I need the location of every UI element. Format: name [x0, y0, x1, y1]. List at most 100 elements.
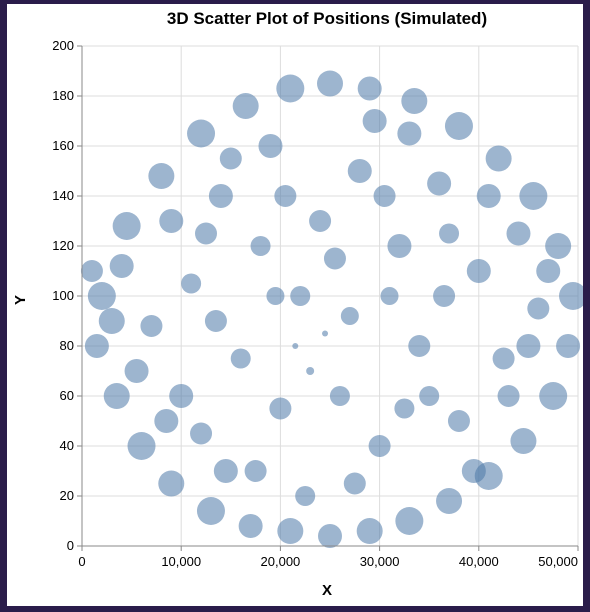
- scatter-point: [556, 334, 580, 358]
- scatter-point: [154, 409, 178, 433]
- scatter-point: [81, 260, 103, 282]
- y-tick-label: 100: [52, 288, 74, 303]
- scatter-point: [477, 184, 501, 208]
- scatter-point: [408, 335, 430, 357]
- scatter-point: [397, 122, 421, 146]
- scatter-point: [306, 367, 314, 375]
- scatter-point: [395, 507, 423, 535]
- x-tick-label: 0: [78, 554, 85, 569]
- y-tick-label: 20: [60, 488, 74, 503]
- scatter-point: [330, 386, 350, 406]
- scatter-point: [125, 359, 149, 383]
- scatter-point: [88, 282, 116, 310]
- x-tick-label: 40,000: [459, 554, 499, 569]
- y-tick-label: 0: [67, 538, 74, 553]
- x-tick-label: 30,000: [360, 554, 400, 569]
- scatter-point: [309, 210, 331, 232]
- scatter-point: [401, 88, 427, 114]
- x-tick-label: 10,000: [161, 554, 201, 569]
- scatter-point: [214, 459, 238, 483]
- scatter-point: [113, 212, 141, 240]
- y-tick-label: 80: [60, 338, 74, 353]
- scatter-point: [493, 348, 515, 370]
- scatter-chart: 3D Scatter Plot of Positions (Simulated)…: [7, 4, 583, 606]
- scatter-point: [195, 223, 217, 245]
- scatter-point: [510, 428, 536, 454]
- scatter-point: [539, 382, 567, 410]
- data-points: [81, 71, 583, 549]
- scatter-point: [357, 518, 383, 544]
- scatter-point: [419, 386, 439, 406]
- scatter-point: [266, 287, 284, 305]
- y-tick-label: 180: [52, 88, 74, 103]
- scatter-point: [344, 473, 366, 495]
- scatter-point: [498, 385, 520, 407]
- scatter-point: [427, 172, 451, 196]
- grid-lines: [82, 46, 578, 546]
- scatter-point: [231, 349, 251, 369]
- scatter-point: [341, 307, 359, 325]
- scatter-point: [462, 459, 486, 483]
- scatter-point: [251, 236, 271, 256]
- scatter-point: [128, 432, 156, 460]
- scatter-point: [381, 287, 399, 305]
- x-tick-label: 20,000: [261, 554, 301, 569]
- scatter-point: [322, 331, 328, 337]
- scatter-point: [439, 224, 459, 244]
- scatter-point: [317, 71, 343, 97]
- scatter-point: [233, 93, 259, 119]
- scatter-point: [433, 285, 455, 307]
- scatter-point: [324, 248, 346, 270]
- scatter-point: [486, 146, 512, 172]
- scatter-point: [545, 233, 571, 259]
- scatter-point: [274, 185, 296, 207]
- scatter-point: [318, 524, 342, 548]
- scatter-point: [148, 163, 174, 189]
- axes: 0 10,000 20,000 30,000 40,000 50,000 0 20 40 60 80…: [52, 38, 578, 569]
- scatter-point: [169, 384, 193, 408]
- y-tick-label: 120: [52, 238, 74, 253]
- y-tick-label: 140: [52, 188, 74, 203]
- x-tick-label: 50,000: [538, 554, 578, 569]
- scatter-point: [363, 109, 387, 133]
- scatter-point: [394, 399, 414, 419]
- scatter-point: [197, 497, 225, 525]
- chart-title: 3D Scatter Plot of Positions (Simulated): [167, 9, 487, 28]
- scatter-point: [436, 488, 462, 514]
- scatter-point: [187, 120, 215, 148]
- scatter-point: [159, 209, 183, 233]
- scatter-point: [239, 514, 263, 538]
- scatter-point: [387, 234, 411, 258]
- scatter-point: [220, 148, 242, 170]
- scatter-point: [519, 182, 547, 210]
- scatter-point: [258, 134, 282, 158]
- scatter-point: [140, 315, 162, 337]
- y-tick-label: 60: [60, 388, 74, 403]
- scatter-point: [277, 518, 303, 544]
- scatter-point: [516, 334, 540, 358]
- scatter-point: [445, 112, 473, 140]
- scatter-point: [209, 184, 233, 208]
- scatter-point: [99, 308, 125, 334]
- scatter-point: [506, 222, 530, 246]
- y-tick-label: 160: [52, 138, 74, 153]
- scatter-point: [348, 159, 372, 183]
- y-tick-label: 40: [60, 438, 74, 453]
- scatter-point: [104, 383, 130, 409]
- scatter-point: [292, 343, 298, 349]
- scatter-point: [276, 75, 304, 103]
- scatter-point: [369, 435, 391, 457]
- scatter-point: [85, 334, 109, 358]
- scatter-point: [358, 77, 382, 101]
- y-axis-title: Y: [12, 295, 29, 305]
- scatter-point: [181, 274, 201, 294]
- scatter-point: [205, 310, 227, 332]
- scatter-point: [374, 185, 396, 207]
- scatter-point: [295, 486, 315, 506]
- scatter-point: [245, 460, 267, 482]
- scatter-point: [559, 282, 583, 310]
- scatter-point: [467, 259, 491, 283]
- scatter-point: [158, 471, 184, 497]
- x-axis-title: X: [322, 582, 332, 599]
- scatter-point: [536, 259, 560, 283]
